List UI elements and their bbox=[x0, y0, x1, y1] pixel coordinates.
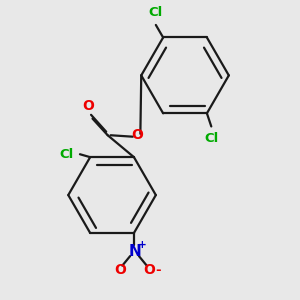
Text: O: O bbox=[131, 128, 143, 142]
Text: N: N bbox=[128, 244, 141, 259]
Text: +: + bbox=[137, 240, 146, 250]
Text: O: O bbox=[82, 99, 94, 113]
Text: O: O bbox=[114, 263, 126, 277]
Text: O: O bbox=[143, 263, 155, 277]
Text: Cl: Cl bbox=[149, 5, 163, 19]
Text: Cl: Cl bbox=[60, 148, 74, 161]
Text: -: - bbox=[156, 264, 161, 277]
Text: Cl: Cl bbox=[204, 132, 218, 145]
